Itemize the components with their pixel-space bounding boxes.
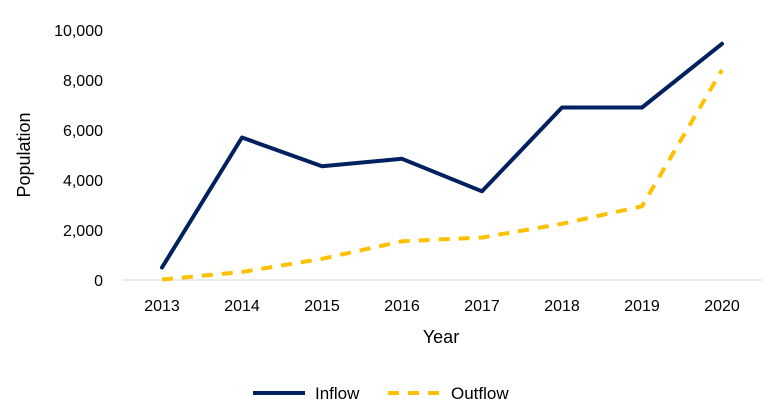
x-tick-label: 2013 [144, 298, 180, 315]
legend: Inflow Outflow [253, 384, 509, 403]
x-tick-label: 2020 [704, 298, 740, 315]
x-tick-label: 2019 [624, 298, 660, 315]
legend-label-inflow: Inflow [315, 384, 360, 403]
x-tick-label: 2016 [384, 298, 420, 315]
y-tick-label: 8,000 [63, 73, 103, 90]
series-line-inflow [160, 41, 724, 270]
y-tick-label: 6,000 [63, 123, 103, 140]
y-axis-title-group: Population [14, 112, 34, 197]
series-line-outflow [161, 68, 724, 282]
y-tick-label: 10,000 [54, 23, 103, 40]
series-layer [160, 41, 724, 282]
y-tick-label: 0 [94, 273, 103, 290]
x-tick-label: 2018 [544, 298, 580, 315]
y-axis-ticks: 0 2,000 4,000 6,000 8,000 10,000 [54, 23, 103, 290]
x-tick-label: 2015 [304, 298, 340, 315]
x-axis-ticks: 2013 2014 2015 2016 2017 2018 2019 2020 [144, 298, 740, 315]
x-tick-label: 2017 [464, 298, 500, 315]
y-axis-title: Population [14, 112, 34, 197]
y-tick-label: 2,000 [63, 223, 103, 240]
x-axis-title: Year [423, 327, 459, 347]
legend-label-outflow: Outflow [451, 384, 509, 403]
x-tick-label: 2014 [224, 298, 260, 315]
y-tick-label: 4,000 [63, 173, 103, 190]
